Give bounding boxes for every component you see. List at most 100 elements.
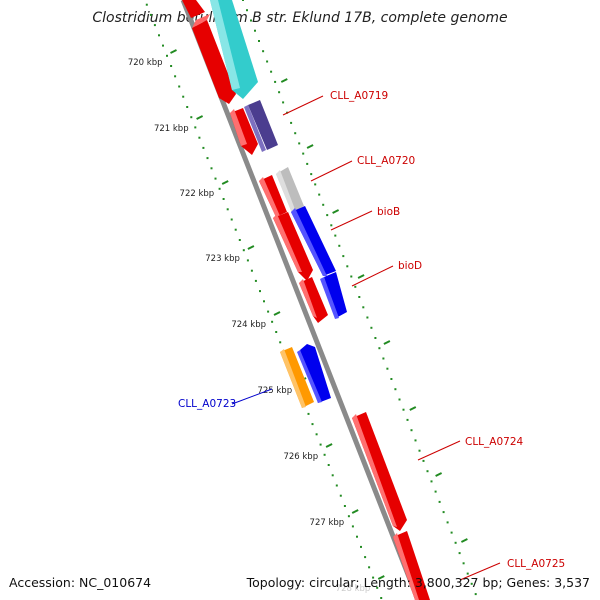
ruler-dot (246, 259, 249, 262)
ruler-dot (338, 244, 341, 247)
ruler-dotted-lines (145, 0, 477, 599)
ruler-dot (438, 500, 441, 503)
ruler-dot (394, 388, 397, 391)
gene-label-cll-a0720[interactable]: CLL_A0720 (357, 155, 415, 167)
gene-label-cll-a0723[interactable]: CLL_A0723 (178, 398, 236, 410)
ruler-dot (186, 106, 189, 108)
ruler-dot (202, 146, 205, 149)
ruler-dot (346, 265, 349, 268)
ruler-dot (310, 173, 313, 176)
ruler-dot (230, 218, 233, 221)
ruler-dot (372, 576, 375, 579)
ruler-dot (406, 418, 409, 421)
ruler-dot (246, 9, 248, 12)
ruler-dot (335, 484, 338, 487)
gene-block-purple[interactable] (248, 100, 278, 150)
ruler-dot (194, 126, 197, 129)
gene-block-purple-shade (244, 105, 266, 152)
ruler-ticks: 720 kbp 721 kbp 722 kbp 723 kbp 724 kbp 725 k… (128, 49, 468, 594)
ruler-dot (198, 136, 201, 139)
ruler-tick-label: 722 kbp (180, 189, 215, 199)
ruler-major-tick (170, 49, 177, 54)
ruler-dot (158, 34, 160, 37)
ruler-dot (398, 398, 401, 401)
gene-label-bioB[interactable]: bioB (377, 206, 400, 218)
ruler-dot (238, 239, 241, 241)
ruler-dot (182, 95, 185, 98)
ruler-dot (342, 255, 345, 258)
ruler-dot (210, 167, 213, 170)
gene-features (182, 0, 430, 600)
gene-block-red-1-shade (192, 14, 210, 28)
gene-block-red-2-shade (230, 109, 247, 146)
ruler-dot (374, 337, 377, 339)
gene-block-red-7-shade (393, 533, 419, 600)
ruler-major-tick (460, 538, 468, 543)
ruler-dot (170, 65, 173, 67)
ruler-dot (414, 439, 417, 442)
gene-block-blue-3[interactable] (300, 344, 331, 403)
gene-block-red-0[interactable] (182, 0, 205, 18)
ruler-dot (214, 177, 217, 180)
ruler-dot (145, 3, 148, 6)
ruler-dot (315, 433, 318, 436)
ruler-tick-label: 727 kbp (310, 518, 345, 528)
ruler-dot (222, 198, 225, 200)
ruler-dot (366, 316, 369, 319)
ruler-major-tick (357, 274, 365, 279)
ruler-dot (279, 341, 282, 344)
gene-label-cll-a0725[interactable]: CLL_A0725 (507, 558, 565, 570)
ruler-dot (380, 597, 383, 599)
gene-block-red-1[interactable] (192, 20, 236, 104)
ruler-dot (319, 443, 322, 446)
ruler-major-tick (280, 78, 288, 83)
ruler-dot (262, 50, 265, 53)
ruler-dot (162, 44, 164, 47)
ruler-tick-label: 723 kbp (205, 254, 240, 264)
gene-block-blue-bioD[interactable] (324, 272, 347, 318)
ruler-dot (368, 566, 371, 569)
gene-block-red-3-shade (259, 177, 280, 217)
ruler-dot (218, 187, 221, 190)
ruler-dot (254, 279, 257, 282)
gene-block-blue-bioD-shade (320, 277, 339, 319)
ruler-dot (462, 562, 465, 565)
ruler-dot (206, 157, 209, 160)
ruler-dot (339, 494, 342, 497)
ruler-major-tick (325, 443, 333, 448)
ruler-tick-label: 724 kbp (231, 320, 266, 330)
genome-summary-text: Topology: circular; Length: 3,800,327 bp… (246, 575, 590, 590)
ruler-dot (266, 60, 269, 63)
ruler-dot (298, 142, 301, 145)
ruler-dot (360, 545, 362, 548)
gene-block-red-7[interactable] (393, 531, 430, 600)
gene-block-blue-3-shade (297, 350, 322, 403)
accession-text: Accession: NC_010674 (9, 575, 152, 590)
ruler-major-tick (273, 311, 281, 316)
ruler-tick-label: 728 kbp (336, 584, 371, 594)
ruler-dot (166, 54, 168, 57)
gene-label-cll-a0724[interactable]: CLL_A0724 (465, 436, 524, 448)
ruler-dot (149, 13, 152, 16)
ruler-dot (430, 480, 433, 483)
ruler-dot (250, 269, 253, 272)
ruler-dot (314, 183, 317, 186)
gene-label-cll-a0719[interactable]: CLL_A0719 (330, 90, 388, 102)
ruler-dot (153, 24, 156, 27)
ruler-dot (174, 75, 177, 78)
ruler-dot (434, 490, 437, 493)
ruler-dot (390, 378, 393, 380)
ruler-dot (474, 593, 477, 596)
ruler-dot (426, 470, 429, 473)
ruler-dot (271, 320, 274, 323)
ruler-dot (190, 116, 193, 119)
gene-block-cyan-shade (210, 0, 240, 90)
ruler-dot (330, 224, 333, 227)
ruler-dot (466, 572, 469, 575)
ruler-major-tick (332, 209, 340, 214)
ruler-dot (442, 511, 445, 514)
gene-label-bioD[interactable]: bioD (398, 260, 422, 272)
ruler-dot (364, 556, 367, 559)
ruler-dot (358, 296, 361, 298)
